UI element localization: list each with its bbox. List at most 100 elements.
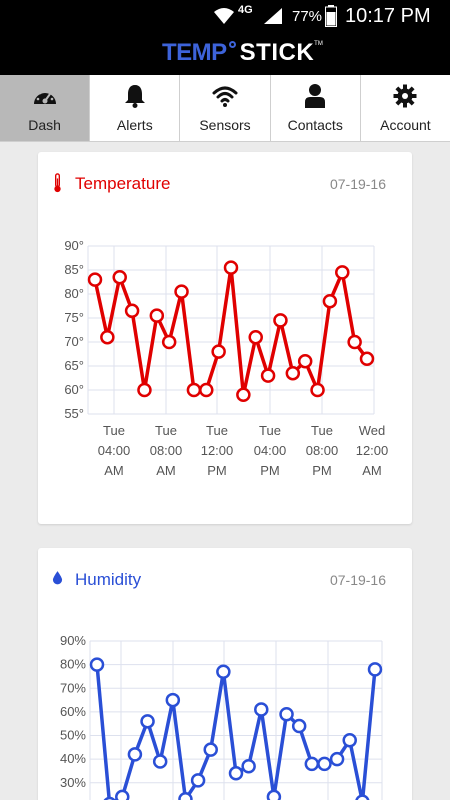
data-point [190,773,206,788]
humidity-date: 07-19-16 [329,572,386,588]
data-point [216,664,231,679]
tab-account-label: Account [380,117,431,133]
x-tick-label: 12:00 [201,443,234,458]
tab-sensors-label: Sensors [199,117,251,133]
data-point [260,368,276,383]
nav-tabs: Dash Alerts Sensors Contacts [0,75,450,142]
y-tick-label: 80° [64,286,84,301]
data-point [223,260,239,275]
logo-trademark: TM [314,41,323,47]
data-point [335,265,350,280]
app-header: TEMP STICK TM [0,33,450,75]
y-tick-label: 90° [64,238,84,253]
x-tick-label: AM [104,463,124,478]
data-point [115,789,130,800]
y-tick-label: 70% [60,680,86,695]
person-icon [305,84,326,108]
thermometer-icon [54,173,61,193]
data-point [355,794,370,800]
x-tick-label: Tue [155,423,177,438]
x-tick-label: PM [312,463,332,478]
wifi-icon [212,86,238,107]
data-point [310,382,325,398]
x-tick-label: 08:00 [306,443,339,458]
data-point [342,732,357,748]
data-point [178,792,193,800]
data-point [89,657,105,672]
humidity-card[interactable]: Humidity 07-19-16 90% 80% 70% 60% 50% 40% 30% 2… [38,548,412,800]
temperature-card[interactable]: Temperature 07-19-16 90° 85° 80° 75° 70° 65° 6… [38,152,412,524]
temperature-chart: 90° 85° 80° 75° 70° 65° 60° 55° Tue 04:00 AM Tue 08:… [64,238,389,478]
data-point [236,387,251,403]
data-point [211,344,226,359]
y-tick-label: 90% [60,633,86,648]
clock: 10:17 PM [345,5,431,27]
battery-percent: 77% [292,8,323,25]
y-tick-label: 20% [60,798,86,800]
y-tick-label: 40% [60,751,86,766]
status-bar: 4G 77% 10:17 PM [0,0,450,33]
data-point [112,269,127,285]
water-drop-icon [52,571,63,585]
data-point [322,293,338,309]
data-point [165,692,181,708]
x-tick-label: 04:00 [98,443,131,458]
y-tick-label: 50% [60,728,86,743]
cell-signal-icon [264,8,282,24]
data-point [273,313,288,328]
temperature-date: 07-19-16 [329,176,386,192]
data-point [87,272,103,287]
y-tick-label: 80% [60,657,86,672]
temperature-title: Temperature [75,174,171,193]
data-point [174,284,189,299]
data-point [100,329,115,345]
data-point [291,718,307,734]
data-point [140,714,155,729]
y-tick-label: 65° [64,358,84,373]
tab-account[interactable]: Account [361,75,450,141]
data-point [367,662,383,677]
data-point [149,308,165,323]
data-point [152,754,168,769]
tab-contacts[interactable]: Contacts [271,75,361,141]
x-tick-label: AM [156,463,176,478]
tab-dash-label: Dash [28,117,61,133]
x-tick-label: PM [207,463,227,478]
gear-icon [393,84,417,108]
dashboard-icon [33,89,56,104]
humidity-chart: 90% 80% 70% 60% 50% 40% 30% 20% [60,633,383,800]
data-point [127,747,143,762]
data-point [297,353,313,369]
y-tick-label: 85° [64,262,84,277]
y-tick-label: 60° [64,382,84,397]
tab-dash[interactable]: Dash [0,75,91,141]
data-point [186,382,202,398]
data-point [203,742,218,757]
humidity-title: Humidity [75,570,142,589]
data-point [359,351,375,367]
x-tick-label: 12:00 [356,443,389,458]
x-tick-label: Tue [311,423,333,438]
data-point [279,706,294,722]
logo-degree-mark [228,41,236,48]
tab-contacts-label: Contacts [287,117,343,133]
tab-alerts[interactable]: Alerts [90,75,181,141]
y-tick-label: 55° [64,406,84,421]
bell-icon [124,85,145,108]
data-point [347,334,362,350]
logo-temp: TEMP [162,39,227,66]
data-point [248,329,263,345]
logo-stick: STICK [239,39,315,66]
x-tick-label: 04:00 [254,443,287,458]
data-point [137,382,152,398]
series-line [93,265,369,397]
data-point [266,789,282,800]
battery-icon [325,5,337,27]
tab-alerts-label: Alerts [116,117,153,133]
data-point [228,766,244,781]
temp-stick-logo: TEMP STICK TM [162,39,323,69]
data-point [285,365,301,381]
x-tick-label: AM [362,463,382,478]
tab-sensors[interactable]: Sensors [180,75,271,141]
data-point [317,756,332,772]
